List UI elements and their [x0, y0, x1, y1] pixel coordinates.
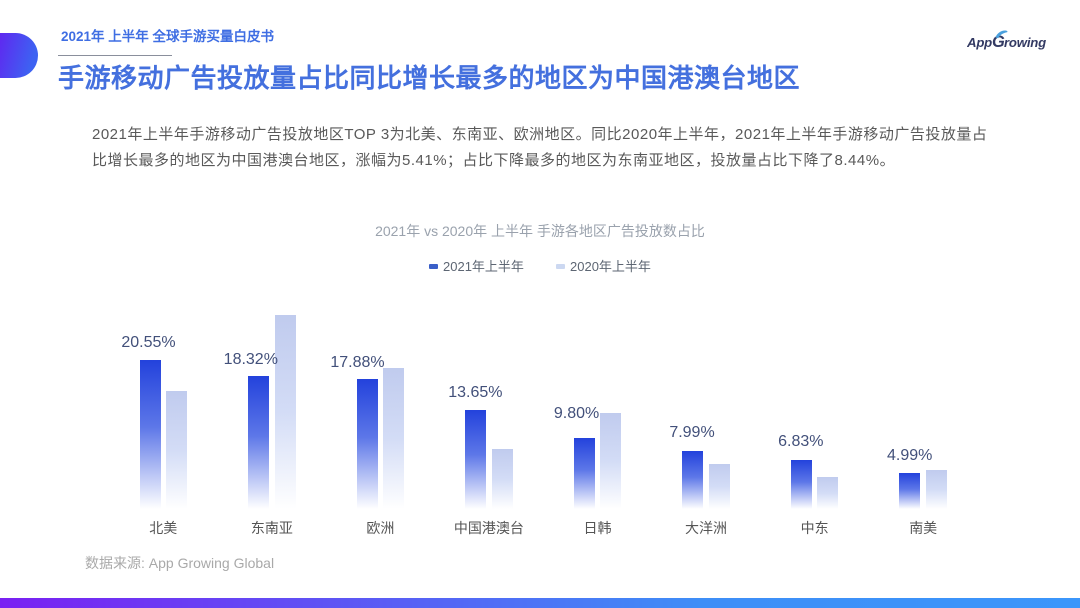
svg-text:App: App	[967, 35, 992, 50]
svg-text:G: G	[992, 33, 1005, 51]
svg-text:rowing: rowing	[1004, 35, 1046, 50]
